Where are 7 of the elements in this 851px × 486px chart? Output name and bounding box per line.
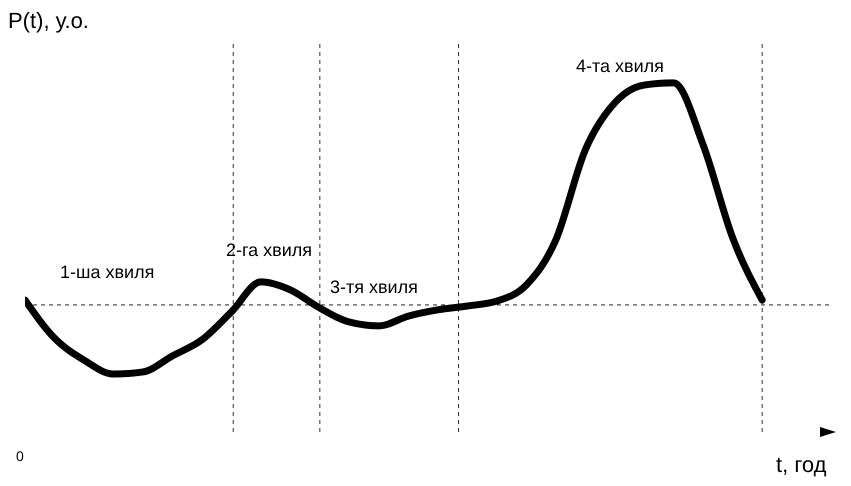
y-axis-title: P(t), у.о. [8,8,89,34]
annotation: 3-тя хвиля [330,277,418,298]
x-axis-title: t, год [776,452,826,478]
text: 4-та хвиля [576,56,664,77]
text: 0 [16,448,24,464]
annotation: 2-га хвиля [226,240,312,261]
annotation: 1-ша хвиля [60,262,154,283]
